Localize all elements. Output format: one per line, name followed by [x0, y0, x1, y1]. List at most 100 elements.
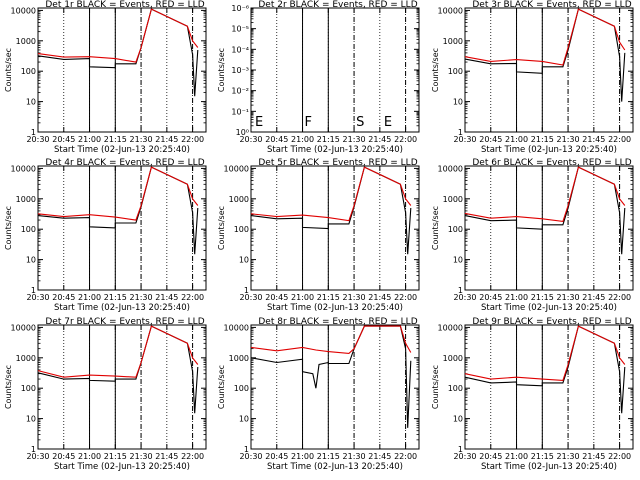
y-tick-label: 100 — [234, 384, 249, 393]
x-tick-label: 20:45 — [479, 452, 502, 461]
y-tick-label: 1000 — [16, 37, 36, 46]
x-tick-label: 21:15 — [317, 293, 340, 302]
x-axis-label: Start Time (02-Jun-13 20:25:40) — [481, 303, 617, 313]
y-tick-label: 10⁻⁴ — [231, 45, 249, 54]
y-tick-label: 10 — [453, 98, 463, 107]
panel-title: Det 1r BLACK = Events, RED = LLD — [45, 0, 204, 10]
y-tick-label: 1 — [244, 286, 249, 295]
y-tick-label: 10 — [453, 256, 463, 265]
x-tick-label: 21:00 — [505, 452, 528, 461]
axes-frame — [464, 165, 634, 291]
x-tick-label: 21:30 — [343, 452, 366, 461]
y-tick-label: 100 — [448, 225, 463, 234]
x-tick-label: 20:30 — [26, 452, 49, 461]
y-tick-label: 1 — [31, 445, 36, 454]
x-tick-label: 20:45 — [265, 293, 288, 302]
x-axis-label: Start Time (02-Jun-13 20:25:40) — [54, 145, 190, 155]
x-axis-label: Start Time (02-Jun-13 20:25:40) — [54, 303, 190, 313]
x-tick-label: 21:45 — [582, 452, 605, 461]
panel-det-1: Det 1r BLACK = Events, RED = LLD 20:30 20:… — [4, 0, 207, 155]
y-tick-label: 1000 — [16, 354, 36, 363]
x-tick-label: 21:00 — [291, 293, 314, 302]
panel-det-4: Det 4r BLACK = Events, RED = LLD 20:30 20:… — [4, 158, 207, 313]
series-line-events — [464, 325, 626, 414]
series-line-lld — [464, 8, 626, 66]
x-tick-label: 22:00 — [608, 135, 631, 144]
y-tick-label: 10000 — [438, 6, 463, 15]
x-tick-label: 21:30 — [343, 135, 366, 144]
marker-letter: E — [255, 115, 263, 130]
x-tick-label: 22:00 — [394, 293, 417, 302]
panel-det-3: Det 3r BLACK = Events, RED = LLD 20:30 20:… — [431, 0, 634, 155]
axes-frame — [250, 324, 420, 450]
x-tick-label: 21:30 — [557, 135, 580, 144]
panel-title: Det 7r BLACK = Events, RED = LLD — [45, 317, 204, 327]
x-tick-label: 21:45 — [368, 452, 391, 461]
x-tick-label: 21:15 — [317, 452, 340, 461]
y-tick-label: 10 — [239, 415, 249, 424]
x-tick-label: 21:45 — [155, 135, 178, 144]
y-tick-label: 1 — [458, 445, 463, 454]
x-tick-label: 20:30 — [453, 293, 476, 302]
series-line-lld — [250, 325, 412, 354]
x-tick-label: 22:00 — [608, 293, 631, 302]
series-line-lld — [464, 325, 626, 381]
axes-frame — [37, 324, 207, 450]
y-tick-label: 10 — [26, 256, 36, 265]
panel-det-8: Det 8r BLACK = Events, RED = LLD 20:30 20:… — [217, 317, 420, 472]
y-tick-label: 1 — [31, 128, 36, 137]
y-tick-label: 1 — [458, 128, 463, 137]
y-tick-label: 1 — [31, 286, 36, 295]
x-axis-label: Start Time (02-Jun-13 20:25:40) — [267, 145, 403, 155]
y-axis-label: Counts/sec — [217, 365, 226, 409]
series-line-lld — [37, 8, 199, 63]
y-tick-label: 100 — [448, 67, 463, 76]
y-tick-label: 10⁻¹ — [231, 107, 249, 116]
y-tick-label: 10 — [26, 415, 36, 424]
x-tick-label: 20:45 — [265, 452, 288, 461]
x-tick-label: 20:45 — [52, 293, 75, 302]
x-tick-label: 22:00 — [181, 135, 204, 144]
x-tick-label: 20:30 — [453, 452, 476, 461]
y-tick-label: 10000 — [438, 323, 463, 332]
y-tick-label: 10000 — [438, 164, 463, 173]
y-tick-label: 10000 — [224, 164, 249, 173]
y-tick-label: 10⁰ — [236, 128, 249, 137]
x-axis-label: Start Time (02-Jun-13 20:25:40) — [481, 145, 617, 155]
y-axis-label: Counts/sec — [217, 48, 226, 92]
series-line-events — [250, 166, 412, 255]
x-tick-label: 21:45 — [582, 293, 605, 302]
y-tick-label: 1000 — [443, 37, 463, 46]
y-tick-label: 10⁻² — [231, 87, 249, 96]
y-tick-label: 1000 — [16, 195, 36, 204]
y-tick-label: 1000 — [229, 354, 249, 363]
panel-title: Det 6r BLACK = Events, RED = LLD — [472, 158, 631, 168]
x-axis-label: Start Time (02-Jun-13 20:25:40) — [54, 462, 190, 472]
x-tick-label: 21:45 — [368, 135, 391, 144]
x-tick-label: 21:30 — [557, 293, 580, 302]
axes-frame — [464, 324, 634, 450]
x-tick-label: 21:45 — [155, 293, 178, 302]
x-tick-label: 20:30 — [239, 452, 262, 461]
x-tick-label: 22:00 — [394, 135, 417, 144]
x-tick-label: 20:30 — [26, 135, 49, 144]
x-tick-label: 21:45 — [582, 135, 605, 144]
x-tick-label: 21:00 — [78, 293, 101, 302]
x-axis-label: Start Time (02-Jun-13 20:25:40) — [267, 303, 403, 313]
x-tick-label: 21:45 — [368, 293, 391, 302]
series-line-lld — [37, 325, 199, 378]
x-tick-label: 20:45 — [479, 293, 502, 302]
x-tick-label: 21:30 — [130, 293, 153, 302]
x-tick-label: 21:15 — [317, 135, 340, 144]
series-line-events — [464, 166, 626, 255]
x-tick-label: 20:30 — [239, 293, 262, 302]
series-line-lld — [250, 166, 412, 222]
y-tick-label: 100 — [448, 384, 463, 393]
panel-det-2: Det 2r BLACK = Events, RED = LLD E F S E 20:3… — [217, 0, 420, 155]
marker-letter: S — [356, 115, 364, 130]
x-tick-label: 20:45 — [52, 452, 75, 461]
x-tick-label: 21:30 — [130, 452, 153, 461]
x-tick-label: 21:00 — [78, 452, 101, 461]
y-tick-label: 10 — [26, 98, 36, 107]
